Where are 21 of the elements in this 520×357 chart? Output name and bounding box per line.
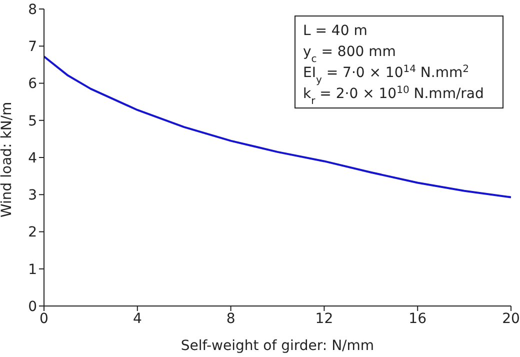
x-tick-label: 4 bbox=[132, 310, 142, 327]
x-tick-label: 16 bbox=[408, 310, 427, 327]
x-axis-title: Self-weight of girder: N/mm bbox=[180, 338, 374, 354]
y-axis-title: Wind load: kN/m bbox=[0, 102, 15, 218]
x-tick-label: 8 bbox=[226, 310, 236, 327]
y-tick-label: 4 bbox=[28, 150, 38, 166]
y-tick-label: 3 bbox=[28, 188, 37, 204]
annotation: EI$_{y}$ = 7·0 × 10$^{14}$ N.mm$^{2}$ bbox=[303, 64, 470, 86]
annotation: k$_{r}$ = 2·0 × 10$^{10}$ N.mm/rad bbox=[303, 84, 484, 106]
y-tick-label: 2 bbox=[28, 224, 37, 241]
x-tick-label: 12 bbox=[315, 310, 334, 327]
y-tick-label: 7 bbox=[28, 39, 37, 56]
annotation: L = 40 m bbox=[303, 23, 368, 39]
x-tick-label: 0 bbox=[40, 310, 48, 327]
y-tick-label: 5 bbox=[28, 113, 37, 130]
y-tick-label: 0 bbox=[28, 298, 37, 315]
y-tick-label: 8 bbox=[28, 2, 37, 18]
y-tick-label: 6 bbox=[28, 76, 38, 92]
annotation: y$_{c}$ = 800 mm bbox=[303, 44, 396, 64]
x-tick-label: 20 bbox=[502, 310, 520, 327]
y-tick-label: 1 bbox=[28, 262, 37, 278]
